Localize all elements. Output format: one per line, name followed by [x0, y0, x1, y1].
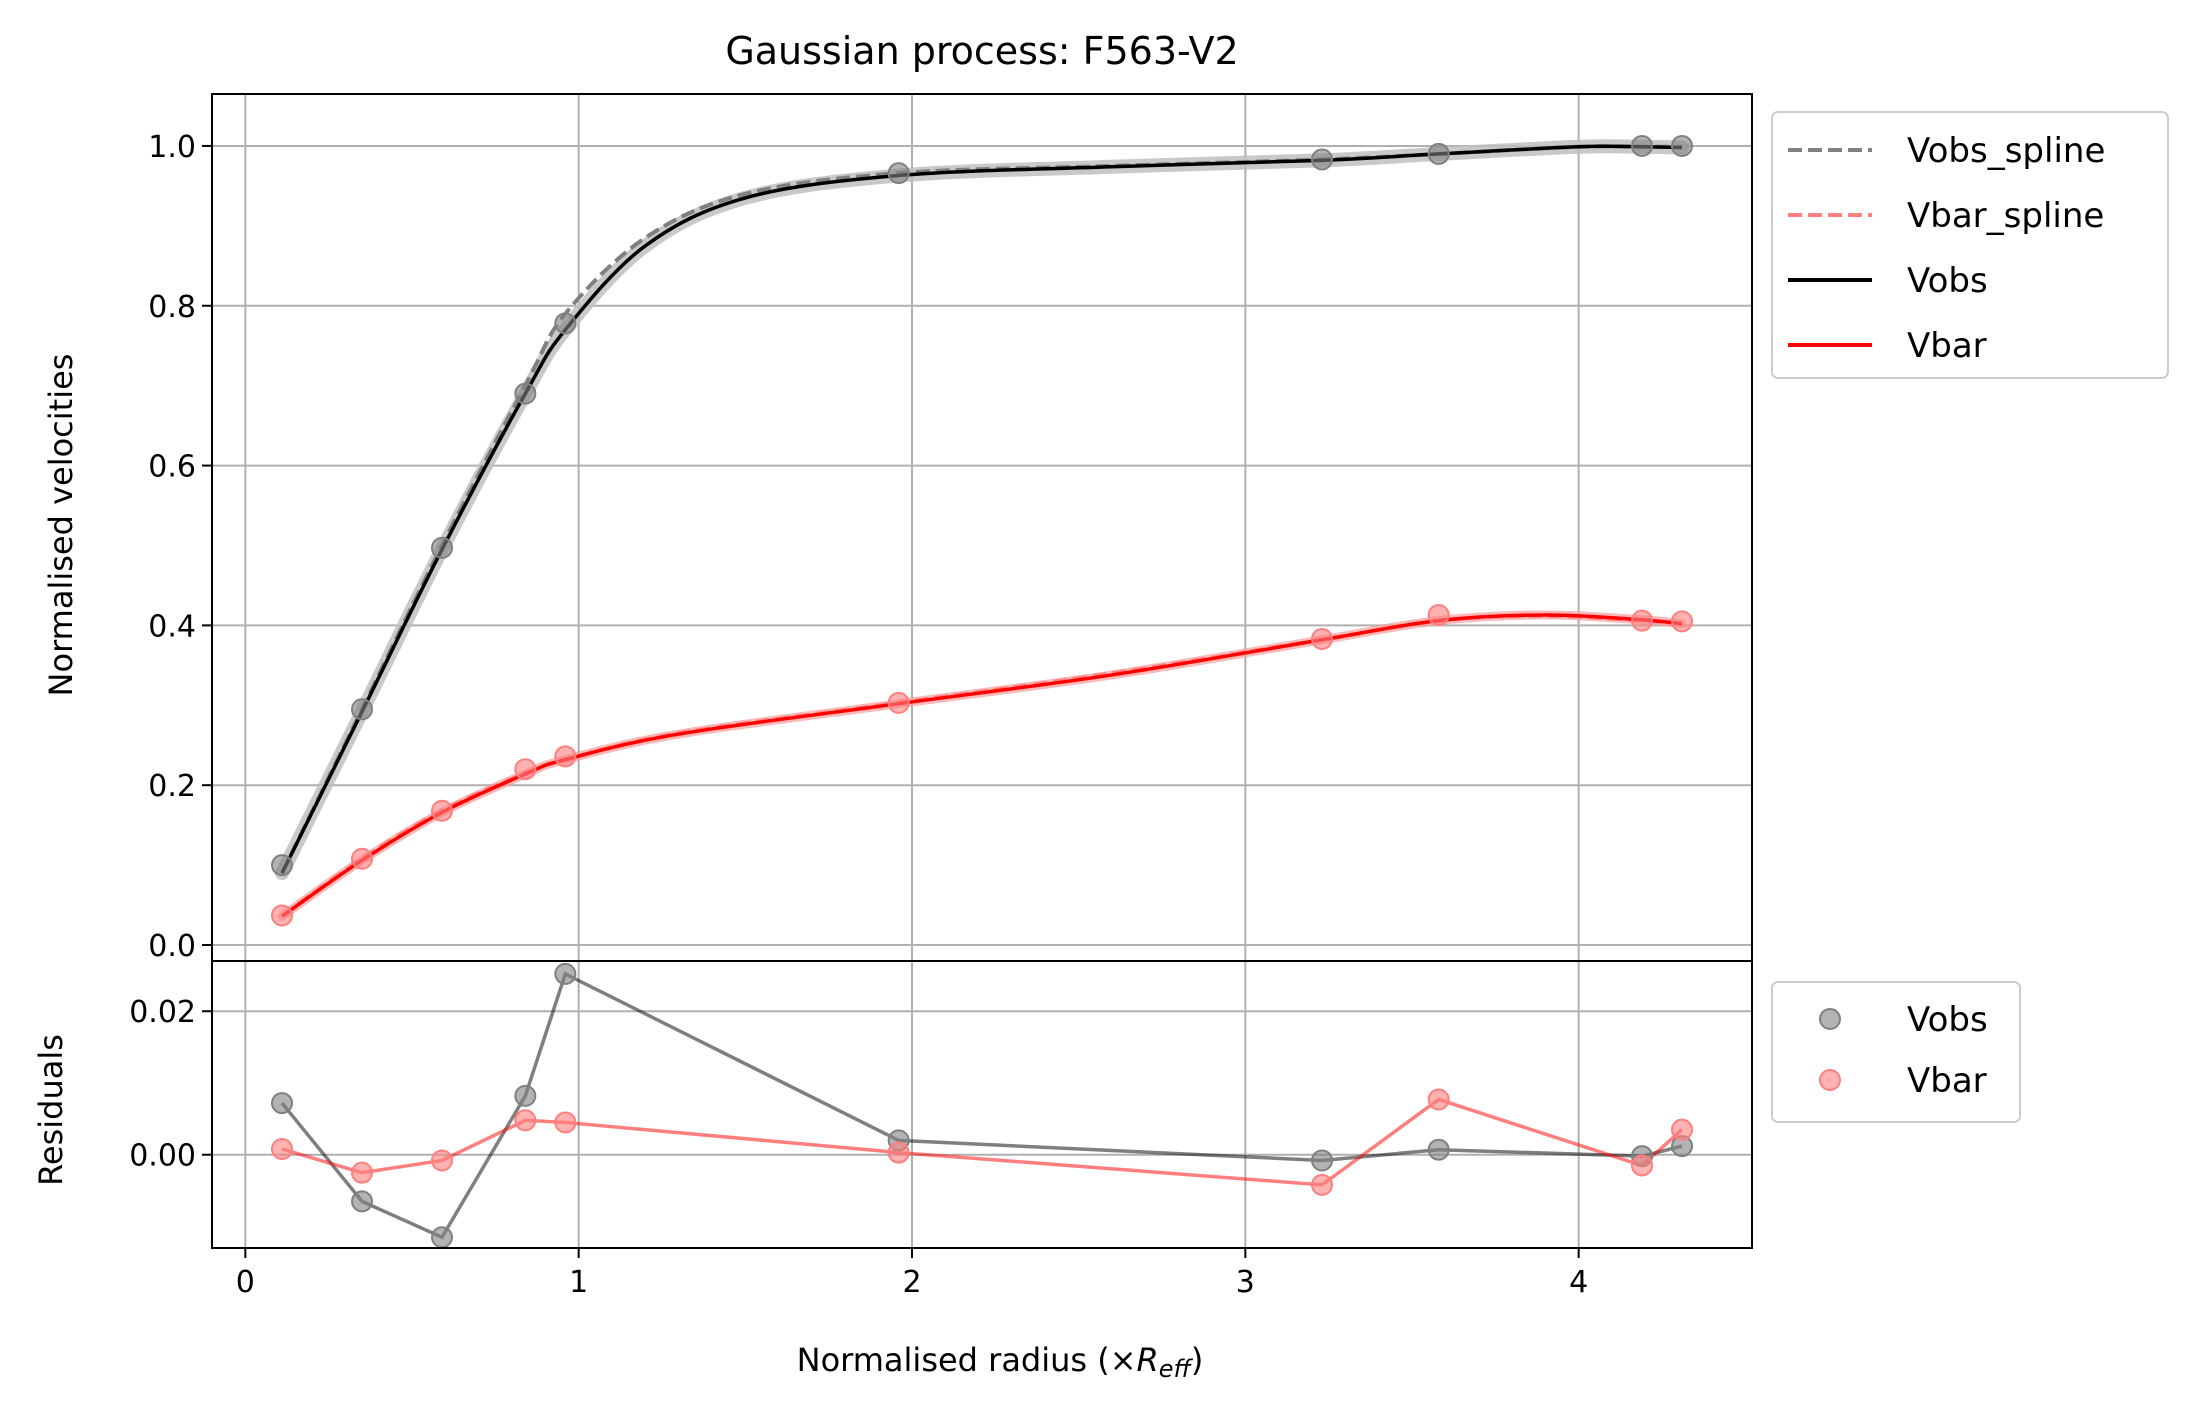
residual-legend: Vobs Vbar — [1771, 981, 2021, 1123]
point-vobs — [1311, 148, 1333, 171]
residual-y-tick-label: 0.00 — [129, 1139, 196, 1174]
main-y-tick-label: 0.0 — [148, 929, 196, 964]
main-panel: 0.0 0.2 0.4 0.6 0.8 1.0 — [148, 93, 1753, 964]
residual-panel: 0.00 0.02 0 1 2 3 4 — [129, 960, 1753, 1300]
residual-point-vbar — [271, 1137, 293, 1160]
residual-point-vbar — [351, 1161, 373, 1184]
point-vbar — [351, 847, 373, 870]
residual-point-vbar — [1631, 1154, 1653, 1177]
main-lines — [275, 139, 1689, 921]
main-y-tick-label: 0.6 — [148, 450, 196, 485]
residual-y-ticks: 0.00 0.02 — [129, 995, 212, 1174]
main-legend-box — [1771, 111, 2169, 379]
point-vbar — [887, 691, 910, 714]
residual-point-vobs — [1427, 1138, 1450, 1161]
residual-legend-marker-vobs — [1819, 1008, 1841, 1030]
residual-point-vbar — [1311, 1173, 1333, 1196]
x-tick-label: 1 — [569, 1265, 588, 1300]
main-y-tick-label: 0.8 — [148, 290, 196, 325]
point-vobs — [1671, 134, 1693, 157]
series-line-vbar — [280, 613, 1683, 918]
main-y-tick-label: 0.4 — [148, 609, 196, 644]
residual-legend-label-vbar: Vbar — [1907, 1061, 1987, 1101]
residual-y-tick-label: 0.02 — [129, 995, 196, 1030]
legend-label-vobs-spline: Vobs_spline — [1907, 131, 2105, 171]
point-vbar — [431, 799, 453, 822]
residual-point-vobs — [1311, 1149, 1333, 1172]
residual-point-vobs — [514, 1084, 537, 1107]
main-points — [271, 134, 1693, 927]
x-tick-label: 0 — [236, 1265, 255, 1300]
residual-point-vbar — [431, 1149, 453, 1172]
residual-axes-frame — [211, 960, 1753, 1249]
residual-point-vobs — [554, 962, 577, 985]
residual-lines — [280, 971, 1684, 1240]
point-vbar — [554, 745, 577, 768]
x-tick-label: 3 — [1236, 1265, 1255, 1300]
residual-legend-label-vobs: Vobs — [1907, 1000, 1988, 1040]
residual-line-vobs — [280, 971, 1683, 1240]
point-vobs — [351, 698, 373, 721]
point-vobs — [887, 162, 910, 185]
main-legend: Vobs_spline Vbar_spline Vobs Vbar — [1771, 111, 2169, 379]
legend-label-vbar: Vbar — [1907, 326, 1987, 366]
residual-grid — [212, 961, 1752, 1248]
point-vbar — [1427, 603, 1450, 626]
chart-title: Gaussian process: F563-V2 — [725, 29, 1238, 73]
x-axis-label: Normalised radius (×Reff) — [797, 1341, 1204, 1383]
residual-point-vbar — [554, 1111, 577, 1134]
point-vbar — [1311, 627, 1333, 650]
point-vobs — [514, 382, 537, 405]
residual-point-vobs — [431, 1226, 453, 1249]
residual-point-vbar — [1671, 1118, 1693, 1141]
residual-y-axis-label: Residuals — [32, 1034, 70, 1186]
x-tick-label: 4 — [1569, 1265, 1588, 1300]
legend-label-vobs: Vobs — [1907, 261, 1988, 301]
main-y-tick-label: 0.2 — [148, 769, 196, 804]
residual-point-vbar — [1427, 1088, 1450, 1111]
point-vobs — [271, 854, 293, 877]
series-line-vobs — [280, 144, 1683, 874]
main-y-axis-label: Normalised velocities — [42, 354, 80, 697]
residual-point-vobs — [271, 1092, 293, 1115]
legend-label-vbar-spline: Vbar_spline — [1907, 196, 2104, 236]
residual-line-vbar — [281, 1097, 1684, 1187]
point-vobs — [1427, 142, 1450, 165]
x-ticks: 0 1 2 3 4 — [236, 1248, 1588, 1300]
point-vbar — [271, 904, 293, 927]
series-line-vobs-spline — [280, 144, 1682, 874]
main-y-tick-label: 1.0 — [148, 130, 196, 165]
residual-legend-marker-vbar — [1819, 1069, 1841, 1091]
main-y-ticks: 0.0 0.2 0.4 0.6 0.8 1.0 — [148, 130, 212, 964]
point-vbar — [514, 758, 537, 781]
residual-points — [271, 962, 1693, 1249]
point-vobs — [431, 536, 453, 559]
point-vbar — [1671, 610, 1693, 633]
point-vobs — [554, 312, 577, 335]
point-vbar — [1631, 609, 1653, 632]
point-vobs — [1631, 134, 1653, 157]
residual-point-vbar — [887, 1141, 910, 1164]
residual-point-vbar — [514, 1109, 537, 1132]
residual-point-vobs — [351, 1190, 373, 1213]
x-tick-label: 2 — [902, 1265, 921, 1300]
